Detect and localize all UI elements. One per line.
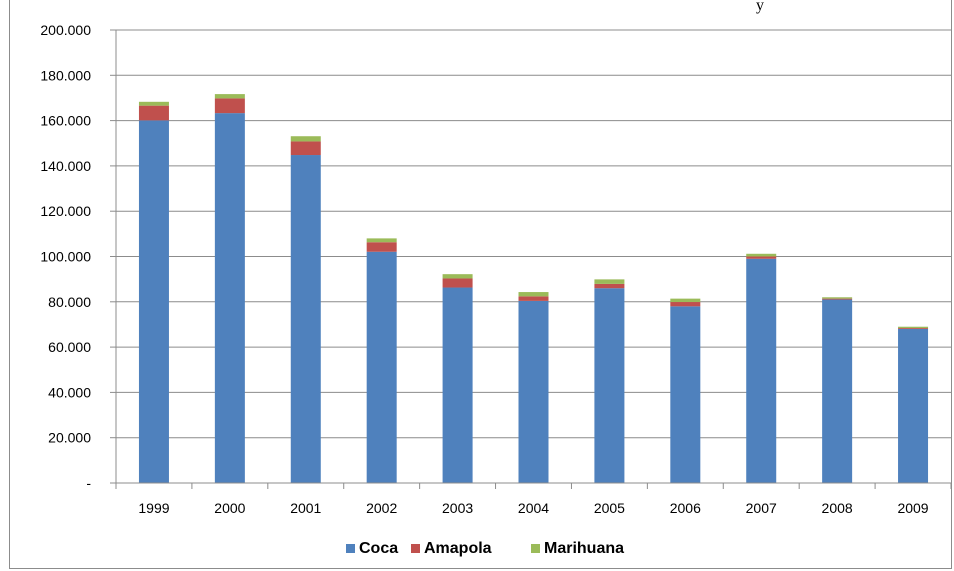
axes [110,29,952,489]
bar-amapola-2008 [822,298,853,300]
bar-amapola-2007 [746,256,777,259]
x-tick-label: 2000 [214,500,245,516]
legend-label-amapola: Amapola [424,540,492,557]
bar-amapola-2005 [594,283,625,289]
bar-marihuana-2004 [518,292,549,297]
bar-marihuana-2001 [290,136,321,142]
chart-border [9,0,952,569]
bar-coca-1999 [138,120,169,483]
bar-amapola-2002 [366,242,397,252]
bar-marihuana-2006 [670,298,701,303]
y-tick-label: 180.000 [40,67,91,83]
x-tick-label: 2003 [442,500,473,516]
y-tick-label: 120.000 [40,203,91,219]
legend-swatch-amapola [411,544,420,553]
bar-coca-2003 [442,287,473,483]
x-tick-label: 2004 [518,500,549,516]
y-tick-label: 40.000 [48,384,91,400]
bar-marihuana-2000 [214,94,245,99]
bar-coca-2002 [366,251,397,483]
bar-amapola-2000 [214,98,245,114]
bar-coca-2005 [594,288,625,483]
bars [138,94,929,484]
bar-amapola-2004 [518,296,549,301]
tick-labels: - 20.000 40.000 60.000 80.000 100.000 120.000 1… [40,22,928,516]
x-tick-label: 2002 [366,500,397,516]
bar-coca-2001 [290,155,321,483]
bar-coca-2000 [214,113,245,484]
bar-coca-2004 [518,300,549,483]
x-tick-label: 2007 [746,500,777,516]
y-tick-label: 60.000 [48,339,91,355]
x-tick-label: 2009 [897,500,928,516]
legend: Coca Amapola Marihuana [346,540,624,557]
bar-amapola-2009 [898,328,929,329]
legend-swatch-coca [346,544,355,553]
y-tick-label: 80.000 [48,294,91,310]
bar-marihuana-2007 [746,253,777,257]
bar-marihuana-2003 [442,274,473,279]
legend-swatch-marihuana [531,544,540,553]
x-tick-label: 1999 [138,500,169,516]
bar-coca-2008 [822,299,853,483]
x-tick-label: 2006 [670,500,701,516]
legend-label-marihuana: Marihuana [544,540,624,557]
bar-marihuana-2009 [898,326,929,329]
y-tick-label: 160.000 [40,113,91,129]
y-tick-label: 140.000 [40,158,91,174]
legend-label-coca: Coca [359,540,398,557]
bar-amapola-1999 [138,105,169,121]
bar-amapola-2001 [290,141,321,156]
bar-amapola-2006 [670,302,701,307]
bar-amapola-2003 [442,278,473,288]
bar-marihuana-2002 [366,238,397,243]
bar-marihuana-2008 [822,297,853,299]
bar-coca-2009 [898,328,929,483]
x-tick-label: 2008 [822,500,853,516]
y-tick-label: - [86,475,91,491]
y-tick-label: 20.000 [48,430,91,446]
bar-marihuana-2005 [594,279,625,284]
bar-coca-2007 [746,258,777,483]
y-tick-label: 200.000 [40,22,91,38]
bar-coca-2006 [670,306,701,483]
bar-marihuana-1999 [138,101,169,106]
x-tick-label: 2001 [290,500,321,516]
header-fragment: y [756,0,764,14]
x-tick-label: 2005 [594,500,625,516]
y-tick-label: 100.000 [40,249,91,265]
